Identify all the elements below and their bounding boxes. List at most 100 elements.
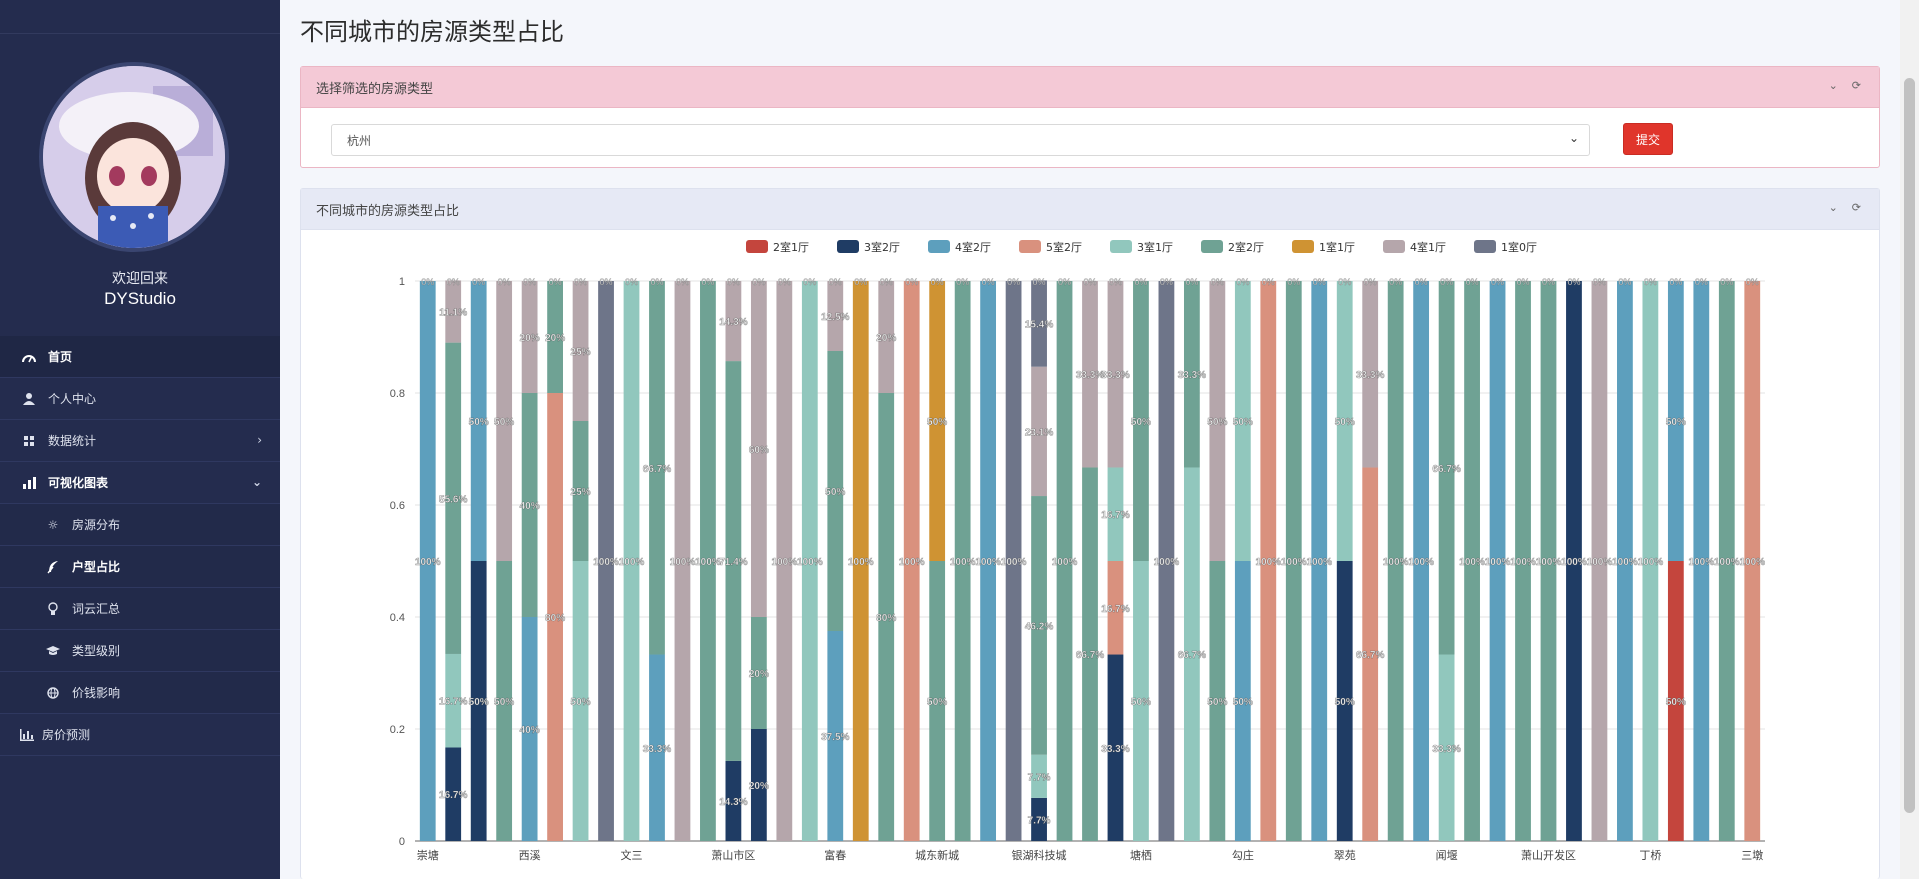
collapse-icon[interactable]: ⌄ xyxy=(1828,79,1838,92)
data-label: 100% xyxy=(670,557,696,568)
x-tick-label: 塘栖 xyxy=(1130,848,1152,862)
legend-label: 4室2厅 xyxy=(955,240,991,254)
sidebar-item-label: 个人中心 xyxy=(48,392,97,406)
sidebar-item-label: 首页 xyxy=(48,350,73,364)
data-label: 37.5% xyxy=(821,732,849,743)
data-label: 33.3% xyxy=(1356,370,1384,381)
sidebar-item-home[interactable]: 首页 xyxy=(0,336,280,378)
bar-segment xyxy=(623,281,640,841)
refresh-icon[interactable]: ⟳ xyxy=(1851,79,1861,92)
legend-label: 3室2厅 xyxy=(864,240,900,254)
sidebar-item-charts[interactable]: 可视化图表 ⌄ xyxy=(0,462,280,504)
legend-swatch xyxy=(837,240,859,253)
data-label: 50% xyxy=(1131,417,1151,428)
sidebar-item-price-forecast[interactable]: 房价预测 xyxy=(0,714,280,756)
data-label: 0% xyxy=(727,277,740,287)
data-label: 50% xyxy=(494,417,514,428)
x-tick-label: 西溪 xyxy=(519,849,541,862)
legend-swatch xyxy=(1383,240,1405,253)
submit-button[interactable]: 提交 xyxy=(1623,123,1673,155)
data-label: 16.7% xyxy=(439,697,467,708)
data-label: 0% xyxy=(1364,277,1377,287)
data-label: 0% xyxy=(1593,277,1606,287)
data-label: 12.5% xyxy=(821,312,849,323)
data-label: 100% xyxy=(1281,557,1307,568)
bar-segment xyxy=(1031,280,1047,367)
data-label: 100% xyxy=(1256,557,1282,568)
x-tick-label: 翠苑 xyxy=(1334,849,1356,862)
data-label: 0% xyxy=(1287,277,1300,287)
bar-segment xyxy=(725,361,742,761)
bar-segment xyxy=(1489,281,1506,841)
data-label: 0% xyxy=(1567,277,1580,287)
data-label: 0% xyxy=(1746,277,1759,287)
bar-segment xyxy=(1158,281,1175,841)
data-label: 100% xyxy=(848,557,874,568)
scrollbar-thumb[interactable] xyxy=(1904,78,1915,813)
bar-segment xyxy=(470,561,487,841)
bar-segment xyxy=(725,760,742,841)
data-label: 0% xyxy=(1491,277,1504,287)
data-label: 0% xyxy=(880,277,893,287)
data-label: 0% xyxy=(1466,277,1479,287)
legend-swatch xyxy=(928,240,950,253)
sidebar-item-layout-ratio[interactable]: 户型占比 xyxy=(0,546,280,588)
bar-segment xyxy=(1209,281,1226,561)
bar-segment xyxy=(649,281,665,655)
data-label: 0% xyxy=(1389,277,1402,287)
sidebar-item-price-impact[interactable]: 价钱影响 xyxy=(0,672,280,714)
data-label: 0% xyxy=(1262,277,1275,287)
sidebar-menu: 首页 个人中心 数据统计 › 可视化图表 ⌄ ☼ 房源分布 xyxy=(0,336,280,756)
collapse-icon[interactable]: ⌄ xyxy=(1828,201,1838,214)
bulb-icon xyxy=(46,601,60,616)
sidebar-item-label: 可视化图表 xyxy=(48,476,109,490)
data-label: 0% xyxy=(1669,277,1682,287)
x-tick-label: 勾庄 xyxy=(1232,848,1254,862)
filter-panel-title: 选择筛选的房源类型 xyxy=(316,81,434,97)
sidebar-item-profile[interactable]: 个人中心 xyxy=(0,378,280,420)
data-label: 100% xyxy=(1306,557,1332,568)
user-icon xyxy=(22,392,36,406)
data-label: 50% xyxy=(927,697,947,708)
data-label: 33.3% xyxy=(1076,370,1104,381)
house-type-select[interactable]: 杭州 ⌄ xyxy=(331,124,1590,156)
data-label: 0% xyxy=(1618,277,1631,287)
x-tick-label: 丁桥 xyxy=(1639,849,1661,862)
sidebar-item-label: 类型级别 xyxy=(72,644,121,658)
y-tick-label: 0.8 xyxy=(390,388,405,400)
sidebar-item-statistics[interactable]: 数据统计 › xyxy=(0,420,280,462)
bar-segment xyxy=(1438,654,1455,841)
bar-segment xyxy=(496,281,513,561)
charts-submenu: ☼ 房源分布 户型占比 词云汇总 类型级别 xyxy=(0,504,280,714)
bar-segment xyxy=(1082,281,1098,468)
scrollbar[interactable] xyxy=(1900,0,1919,879)
x-tick-label: 三墩 xyxy=(1741,848,1763,862)
data-label: 0% xyxy=(1415,277,1428,287)
bar-segment xyxy=(1005,281,1022,841)
data-label: 66.7% xyxy=(1432,464,1460,475)
sidebar-item-wordcloud[interactable]: 词云汇总 xyxy=(0,588,280,630)
data-label: 0% xyxy=(778,277,791,287)
refresh-icon[interactable]: ⟳ xyxy=(1851,201,1861,214)
legend-swatch xyxy=(1019,240,1041,253)
bar-segment xyxy=(1566,281,1582,841)
sidebar-item-distribution[interactable]: ☼ 房源分布 xyxy=(0,504,280,546)
data-label: 50% xyxy=(469,417,489,428)
data-label: 50% xyxy=(927,417,947,428)
data-label: 0% xyxy=(1313,277,1326,287)
data-label: 46.2% xyxy=(1025,621,1053,632)
avatar-illustration xyxy=(43,66,225,248)
data-label: 50% xyxy=(1335,697,1355,708)
column-chart-icon xyxy=(20,728,34,742)
bar-segment xyxy=(1234,561,1251,841)
data-label: 0% xyxy=(1058,277,1071,287)
data-label: 7.7% xyxy=(1028,815,1051,826)
filter-panel: 选择筛选的房源类型 ⌄ ⟳ 杭州 ⌄ 提交 xyxy=(300,66,1880,168)
page-title: 不同城市的房源类型占比 xyxy=(300,18,564,46)
data-label: 100% xyxy=(772,557,798,568)
data-label: 0% xyxy=(931,277,944,287)
sidebar-item-type-level[interactable]: 类型级别 xyxy=(0,630,280,672)
data-label: 100% xyxy=(1408,557,1434,568)
data-label: 14.3% xyxy=(719,317,747,328)
sun-icon: ☼ xyxy=(47,517,59,532)
